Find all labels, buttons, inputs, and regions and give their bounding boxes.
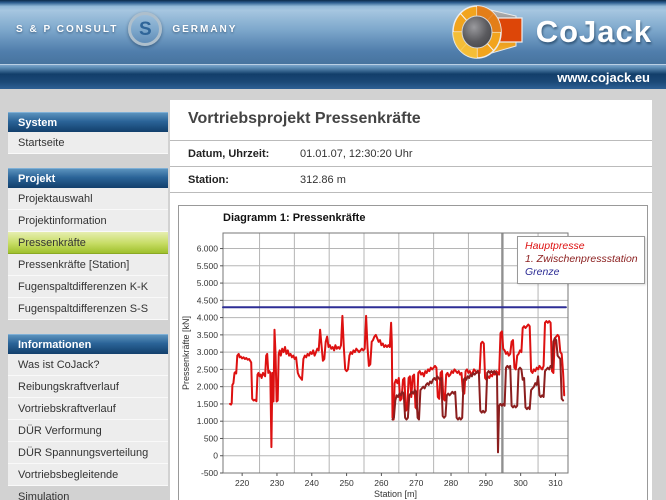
svg-text:280: 280 (444, 478, 458, 488)
sidebar-section-title: Projekt (8, 168, 168, 188)
y-axis-label: Pressenkräfte [kN] (181, 316, 191, 390)
sidebar-section: Projekt Projektauswahl Projektinformation P… (8, 168, 168, 320)
svg-text:4.500: 4.500 (197, 295, 219, 305)
sidebar-section-title: System (8, 112, 168, 132)
svg-text:3.500: 3.500 (197, 330, 219, 340)
svg-text:310: 310 (548, 478, 562, 488)
cojack-logo: CoJack (450, 2, 652, 62)
svg-text:1.000: 1.000 (197, 416, 219, 426)
info-row: Datum, Uhrzeit: 01.01.07, 12:30:20 Uhr (170, 141, 652, 167)
legend-item: Grenze (525, 266, 560, 278)
svg-text:220: 220 (235, 478, 249, 488)
svg-text:500: 500 (204, 433, 218, 443)
svg-text:0: 0 (213, 451, 218, 461)
series-hauptpresse (229, 314, 566, 449)
page-title: Vortriebsprojekt Pressenkräfte (170, 100, 652, 141)
sidebar-item-fugenspaltdifferenzen-s-s[interactable]: Fugenspaltdifferenzen S-S (8, 298, 168, 320)
cojack-wordmark: CoJack (535, 14, 652, 49)
info-table: Datum, Uhrzeit: 01.01.07, 12:30:20 Uhr Sta… (170, 141, 652, 193)
sidebar-nav: System Startseite Projekt Projektauswahl Pro… (8, 112, 168, 500)
pressure-chart-svg: -500 0 500 1.000 1.500 2.000 2.500 3.000 3.500 4.… (181, 232, 569, 499)
sidebar-item-was-ist-cojack-[interactable]: Was ist CoJack? (8, 354, 168, 376)
svg-text:230: 230 (270, 478, 284, 488)
sidebar-item-vortriebskraftverlauf[interactable]: Vortriebskraftverlauf (8, 398, 168, 420)
chart-legend: Hauptpresse 1. Zwischenpressstation Grenze (517, 236, 645, 284)
sidebar-item-vortriebsbegleitende-simulation[interactable]: Vortriebsbegleitende Simulation (8, 464, 168, 500)
svg-text:3.000: 3.000 (197, 347, 219, 357)
svg-text:300: 300 (514, 478, 528, 488)
svg-text:2.500: 2.500 (197, 364, 219, 374)
info-row: Station: 312.86 m (170, 167, 652, 193)
sidebar-item-pressenkräfte-station-[interactable]: Pressenkräfte [Station] (8, 254, 168, 276)
svg-text:4.000: 4.000 (197, 313, 219, 323)
sidebar-item-pressenkräfte[interactable]: Pressenkräfte (8, 232, 168, 254)
svg-text:1.500: 1.500 (197, 399, 219, 409)
sidebar-item-projektinformation[interactable]: Projektinformation (8, 210, 168, 232)
x-axis-label: Station [m] (374, 489, 417, 499)
brand-right-label: GERMANY (172, 23, 238, 35)
legend-item: 1. Zwischenpressstation (525, 253, 638, 265)
subheader-bar: www.cojack.eu (0, 64, 666, 89)
main-content: Vortriebsprojekt Pressenkräfte Datum, Uh… (170, 100, 652, 500)
sp-consult-brand: S & P CONSULT S GERMANY (16, 12, 237, 46)
sidebar-section: Informationen Was ist CoJack? Reibungskraf… (8, 334, 168, 500)
svg-text:270: 270 (409, 478, 423, 488)
sidebar-section: System Startseite (8, 112, 168, 154)
series-1-zwischenpressstation (391, 337, 565, 454)
info-label: Datum, Uhrzeit: (188, 147, 270, 160)
sidebar-item-startseite[interactable]: Startseite (8, 132, 168, 154)
info-value: 312.86 m (300, 173, 346, 186)
top-banner: S & P CONSULT S GERMANY (0, 0, 666, 64)
svg-text:5.000: 5.000 (197, 278, 219, 288)
svg-text:250: 250 (339, 478, 353, 488)
sidebar-item-fugenspaltdifferenzen-k-k[interactable]: Fugenspaltdifferenzen K-K (8, 276, 168, 298)
sidebar-item-reibungskraftverlauf[interactable]: Reibungskraftverlauf (8, 376, 168, 398)
svg-text:5.500: 5.500 (197, 261, 219, 271)
sidebar-section-title: Informationen (8, 334, 168, 354)
sidebar-item-dür-spannungsverteilung[interactable]: DÜR Spannungsverteilung (8, 442, 168, 464)
svg-text:-500: -500 (201, 468, 218, 478)
chart-box: Diagramm 1: Pressenkräfte -500 0 500 1.000 1… (178, 205, 648, 500)
website-link[interactable]: www.cojack.eu (557, 69, 650, 85)
svg-text:290: 290 (479, 478, 493, 488)
sidebar-item-dür-verformung[interactable]: DÜR Verformung (8, 420, 168, 442)
chart-title: Diagramm 1: Pressenkräfte (223, 212, 366, 224)
sidebar-item-projektauswahl[interactable]: Projektauswahl (8, 188, 168, 210)
svg-text:2.000: 2.000 (197, 382, 219, 392)
svg-text:240: 240 (305, 478, 319, 488)
legend-item: Hauptpresse (525, 240, 585, 252)
brand-left-label: S & P CONSULT (16, 23, 119, 35)
info-value: 01.01.07, 12:30:20 Uhr (300, 147, 413, 160)
sp-consult-logo-icon: S (128, 12, 163, 46)
svg-text:260: 260 (374, 478, 388, 488)
info-label: Station: (188, 173, 229, 186)
svg-text:6.000: 6.000 (197, 244, 219, 254)
cojack-pipe-icon (451, 5, 523, 59)
